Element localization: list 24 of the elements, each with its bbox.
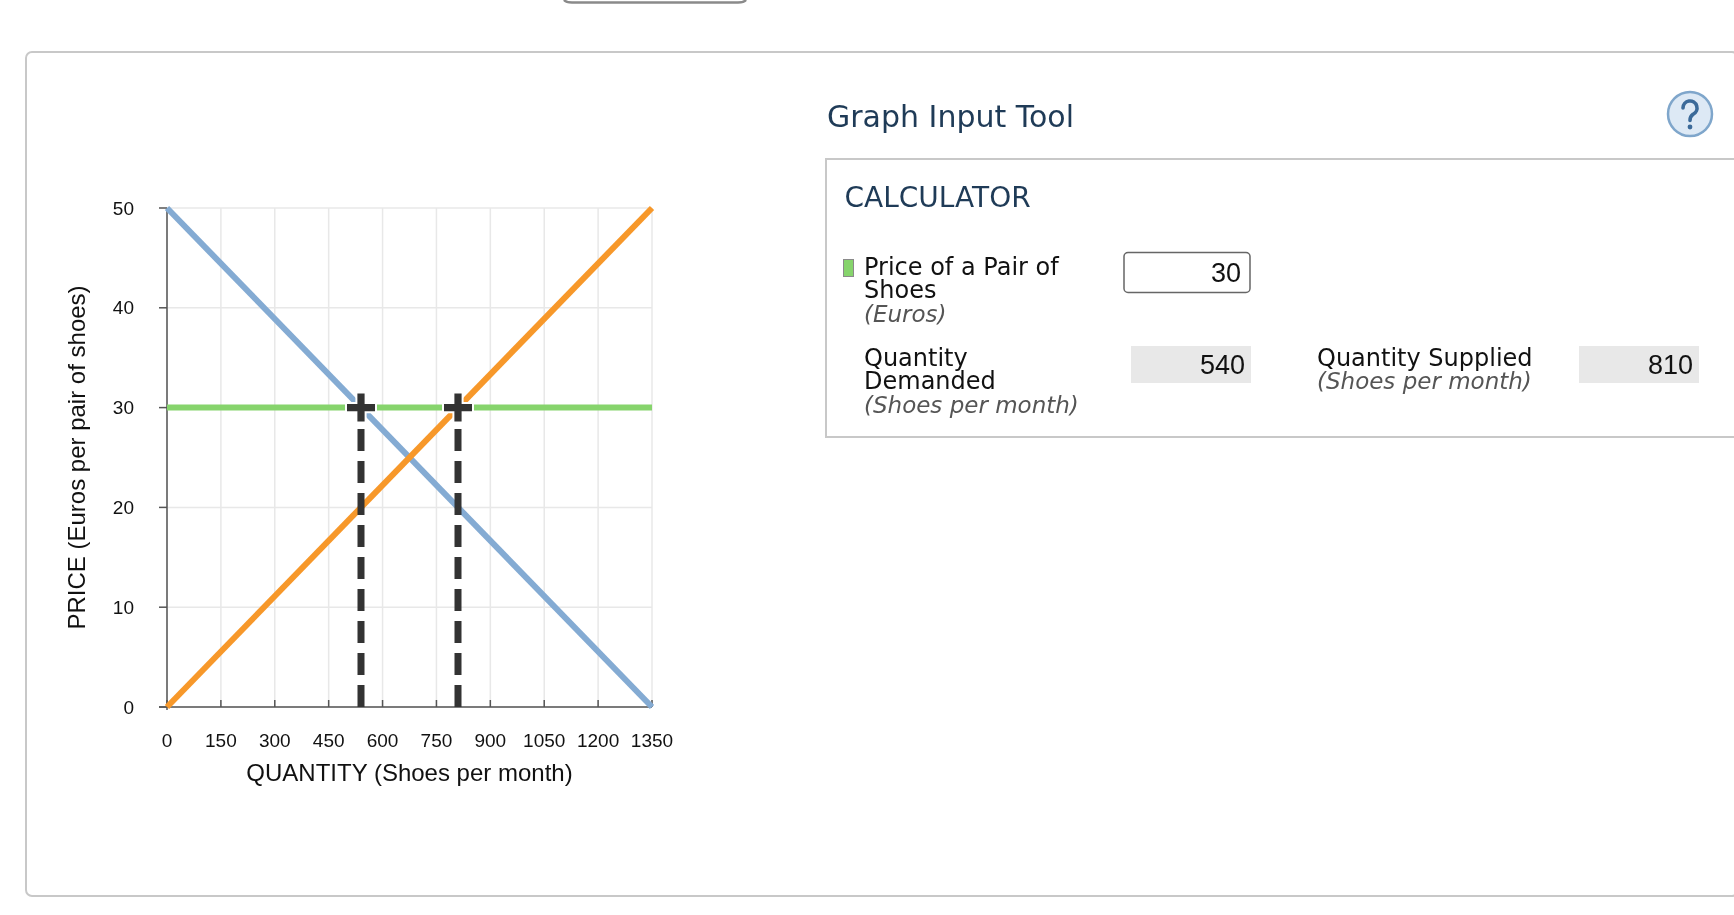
y-tick-label: 40 (112, 297, 134, 319)
x-tick-label: 1200 (576, 730, 620, 751)
output-field: 540 (1131, 346, 1251, 383)
x-tick-label: 1350 (630, 730, 674, 751)
x-tick-label: 1050 (523, 730, 566, 751)
x-tick-label: 900 (474, 730, 507, 751)
x-tick-label: 150 (205, 730, 237, 751)
x-tick-label: 750 (420, 730, 453, 751)
y-tick-label: 30 (112, 397, 134, 419)
text: Graph Input Tool (827, 98, 1075, 134)
x-tick-label: 450 (312, 730, 345, 751)
input-field: 30 (1123, 251, 1251, 294)
text: CALCULATOR (844, 180, 1031, 214)
output-field: 810 (1579, 346, 1699, 383)
y-axis-title: PRICE (Euros per pair of shoes) (63, 285, 91, 630)
x-tick-label: 600 (366, 730, 399, 751)
x-tick-label: 300 (258, 730, 291, 751)
x-tick-label: 0 (161, 730, 173, 751)
y-tick-label: 0 (123, 696, 134, 718)
y-tick-label: 20 (112, 497, 134, 519)
text: Quantity Supplied (1317, 343, 1533, 372)
y-tick-label: 10 (112, 596, 134, 618)
x-axis-title: QUANTITY (Shoes per month) (246, 759, 573, 786)
y-tick-label: 50 (112, 197, 134, 219)
